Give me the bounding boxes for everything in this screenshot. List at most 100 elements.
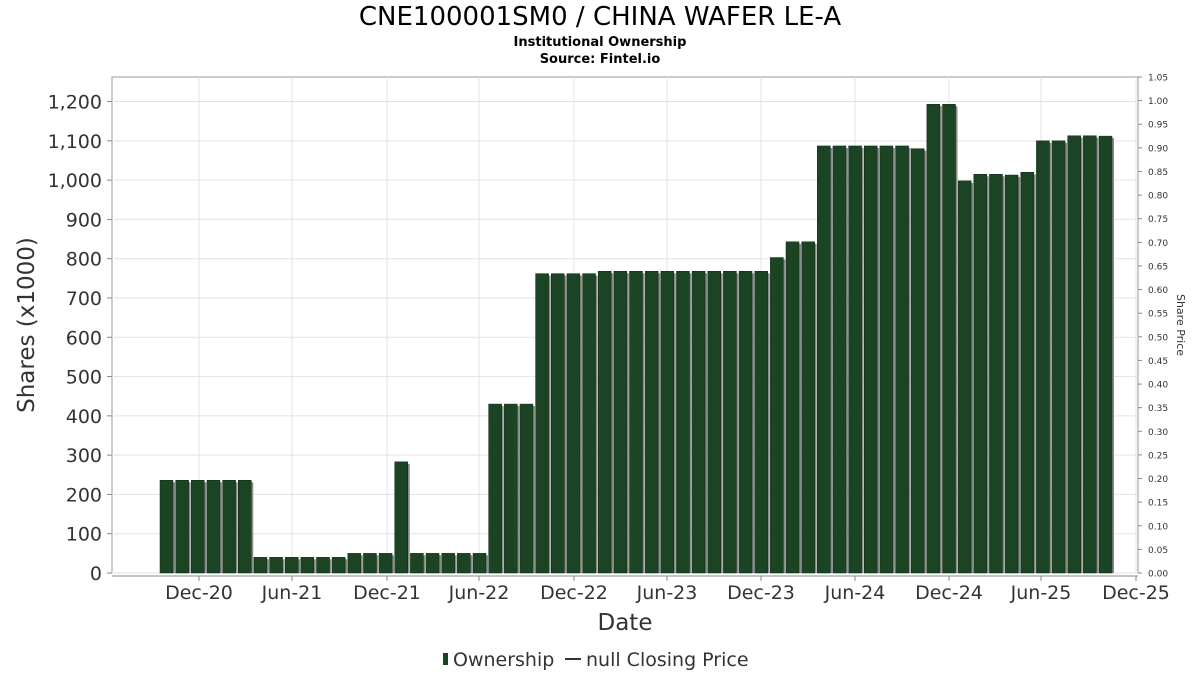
y2-tick-label: 0.55: [1148, 310, 1168, 320]
ownership-bar: [519, 403, 534, 574]
ownership-bar: [989, 173, 1003, 574]
ownership-bar: [660, 271, 675, 574]
ownership-bar: [191, 480, 205, 574]
y2-tick-label: 0.30: [1148, 428, 1168, 438]
y-axis-title: Shares (x1000): [14, 237, 40, 413]
ownership-bar: [1051, 140, 1066, 574]
x-tick-label: Jun-21: [261, 582, 323, 604]
ownership-bar: [472, 553, 487, 574]
y2-tick-label: 0.85: [1148, 168, 1168, 178]
ownership-bar: [957, 180, 972, 574]
y-tick-label: 1,000: [48, 170, 102, 192]
ownership-bar: [316, 557, 330, 574]
y2-tick-label: 0.90: [1148, 144, 1168, 154]
ownership-bar: [1004, 174, 1019, 574]
y-tick-label: 500: [66, 367, 102, 389]
ownership-bar: [1036, 140, 1050, 574]
ownership-bar: [253, 557, 268, 574]
ownership-bar: [676, 271, 690, 574]
ownership-bar: [363, 553, 377, 574]
legend-ownership-swatch: [443, 653, 448, 665]
y-tick-label: 800: [66, 249, 102, 271]
x-axis-title: Date: [598, 610, 653, 636]
y2-tick-label: 0.00: [1148, 570, 1168, 580]
ownership-bar: [1083, 135, 1097, 574]
y-tick-label: 1,100: [48, 131, 102, 153]
x-tick-label: Dec-25: [1102, 582, 1170, 604]
x-tick-label: Dec-22: [540, 582, 608, 604]
ownership-bar: [832, 145, 847, 574]
y2-tick-label: 1.00: [1148, 97, 1168, 107]
x-tick-label: Dec-24: [915, 582, 983, 604]
y-tick-label: 200: [66, 484, 102, 506]
ownership-bar: [425, 553, 440, 574]
y-tick-label: 300: [66, 445, 102, 467]
ownership-bar: [864, 145, 878, 574]
ownership-bar: [817, 145, 831, 574]
y2-tick-label: 0.50: [1148, 333, 1168, 343]
ownership-bar: [973, 173, 988, 574]
ownership-bar: [175, 480, 189, 574]
x-tick-label: Jun-24: [824, 582, 886, 604]
ownership-bar: [1020, 172, 1034, 574]
ownership-bar: [1067, 135, 1081, 574]
ownership-bar: [754, 271, 768, 574]
chart-title: CNE100001SM0 / CHINA WAFER LE-A: [358, 2, 842, 32]
ownership-bar: [1098, 135, 1113, 574]
y-tick-label: 0: [90, 563, 102, 585]
ownership-bar: [629, 271, 643, 574]
y-tick-label: 100: [66, 524, 102, 546]
y2-tick-label: 0.15: [1148, 499, 1168, 509]
ownership-bar: [691, 271, 706, 574]
ownership-bar: [331, 557, 346, 574]
ownership-bar: [910, 148, 925, 574]
chart-source: Source: Fintel.io: [539, 52, 661, 67]
y2-tick-label: 0.65: [1148, 262, 1168, 272]
y2-tick-label: 0.60: [1148, 286, 1168, 296]
y2-tick-label: 0.75: [1148, 215, 1168, 225]
ownership-bar: [159, 480, 174, 574]
ownership-bar: [394, 461, 408, 574]
legend-ownership-label: Ownership: [453, 649, 554, 671]
ownership-bar: [441, 553, 455, 574]
ownership-bar: [785, 241, 800, 574]
x-tick-label: Jun-25: [1010, 582, 1072, 604]
y2-tick-label: 0.45: [1148, 357, 1168, 367]
ownership-bar: [457, 553, 471, 574]
ownership-bar: [738, 271, 753, 574]
y2-tick-label: 0.95: [1148, 121, 1168, 131]
ownership-bar: [238, 480, 252, 574]
ownership-bar: [942, 104, 956, 574]
ownership-bar: [566, 273, 581, 574]
ownership-bar: [551, 273, 565, 574]
y2-axis-title: Share Price: [1174, 294, 1187, 356]
x-tick-label: Dec-20: [165, 582, 233, 604]
ownership-bar: [347, 553, 362, 574]
y2-tick-label: 0.10: [1148, 522, 1168, 532]
ownership-bar: [613, 271, 628, 574]
ownership-bar: [488, 403, 502, 574]
ownership-bar: [300, 557, 315, 574]
y2-tick-label: 0.35: [1148, 404, 1168, 414]
ownership-bar: [535, 273, 549, 574]
ownership-bar: [723, 271, 737, 574]
y2-tick-label: 0.20: [1148, 475, 1168, 485]
ownership-bar: [504, 403, 518, 574]
ownership-bar: [582, 273, 596, 574]
ownership-bar: [895, 145, 909, 574]
ownership-bar: [707, 271, 721, 574]
ownership-bar: [269, 557, 283, 574]
y2-tick-label: 0.70: [1148, 239, 1168, 249]
ownership-bar: [879, 145, 894, 574]
x-tick-label: Jun-22: [448, 582, 510, 604]
y2-tick-label: 0.80: [1148, 192, 1168, 202]
y2-tick-label: 0.05: [1148, 546, 1168, 556]
legend-price-label: null Closing Price: [586, 649, 749, 671]
y-tick-label: 1,200: [48, 92, 102, 114]
ownership-bar: [801, 241, 815, 574]
y2-tick-label: 0.25: [1148, 451, 1168, 461]
x-tick-label: Dec-23: [727, 582, 795, 604]
ownership-bar: [644, 271, 659, 574]
y-tick-label: 400: [66, 406, 102, 428]
